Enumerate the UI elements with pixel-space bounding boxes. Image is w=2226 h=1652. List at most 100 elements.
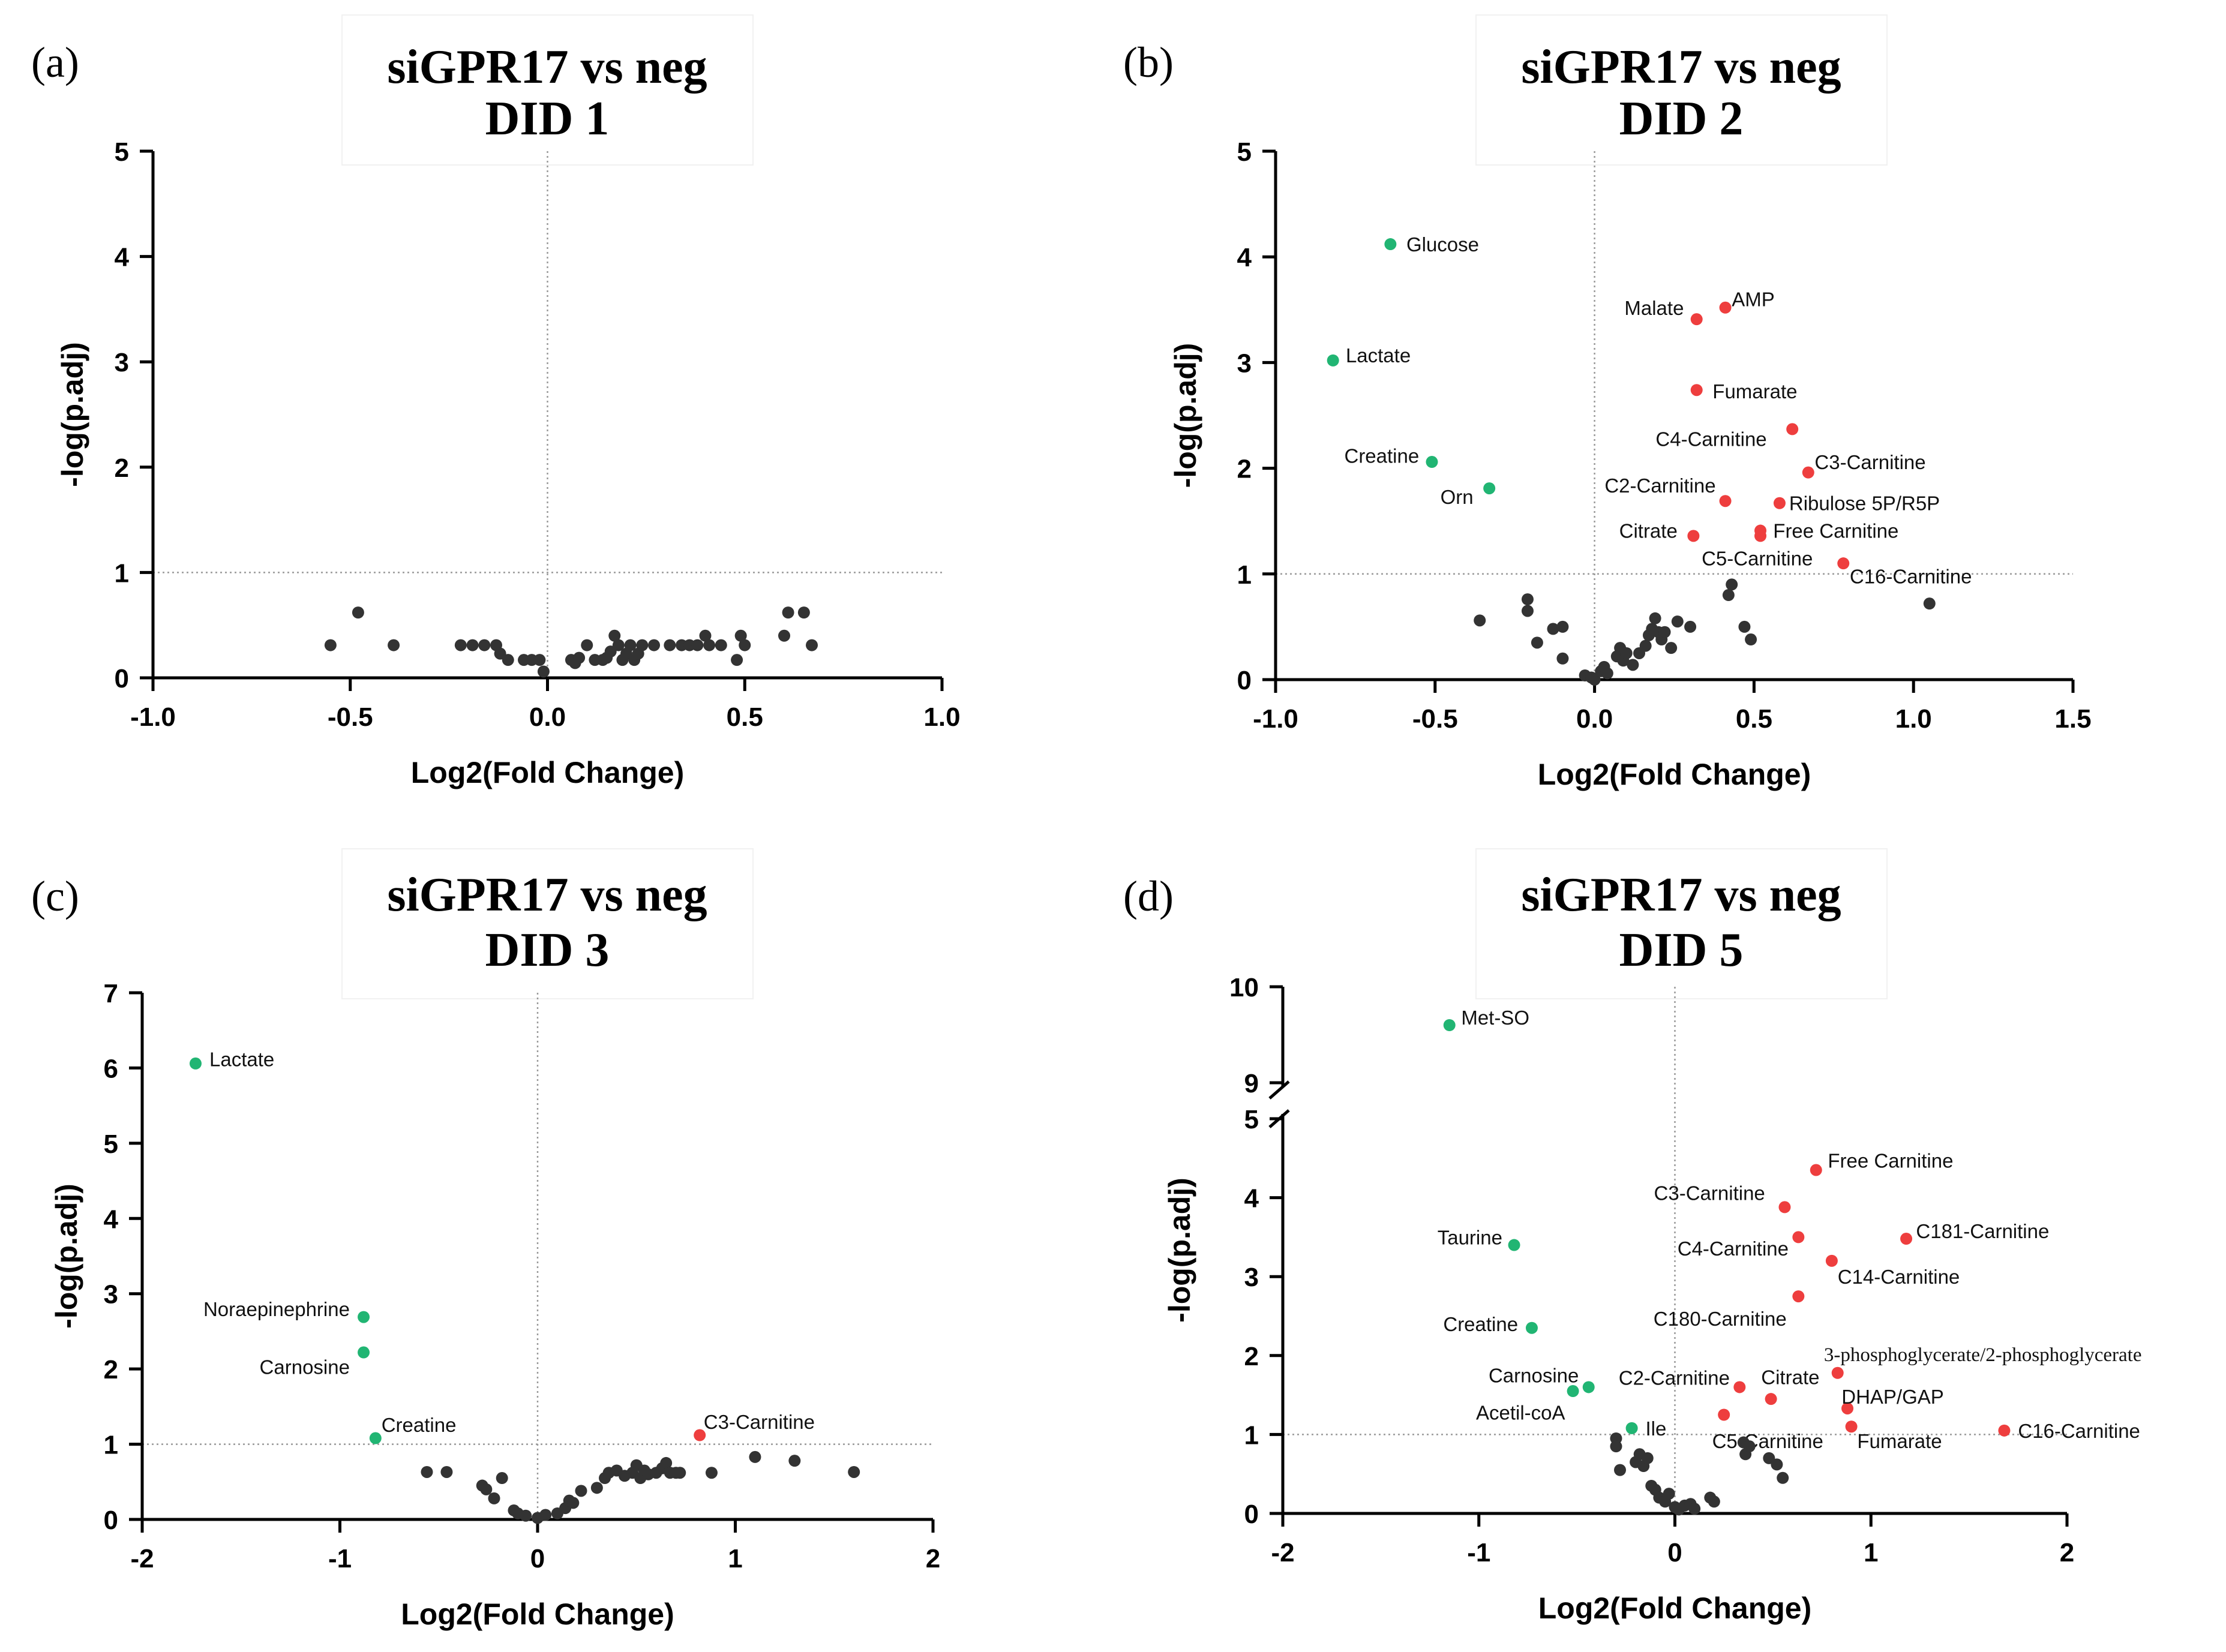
y-tick-label: 7	[104, 979, 118, 1008]
y-tick-label: 4	[1244, 1184, 1259, 1214]
upregulated-point	[1845, 1420, 1858, 1433]
nonsignificant-point	[1639, 639, 1652, 652]
point-label: Malate	[1624, 297, 1684, 319]
x-tick-label: 0.5	[727, 702, 763, 732]
downregulated-point	[1625, 1422, 1638, 1434]
y-tick-label: 3	[1237, 349, 1252, 378]
nonsignificant-point	[1688, 1503, 1701, 1515]
point-label: Lactate	[209, 1048, 274, 1070]
nonsignificant-point	[660, 1456, 673, 1469]
downregulated-point	[189, 1057, 202, 1070]
upregulated-point	[1792, 1231, 1805, 1243]
y-tick-label: 10	[1229, 973, 1259, 1002]
x-axis-label: Log2(Fold Change)	[411, 756, 685, 789]
point-label: Creatine	[1443, 1313, 1518, 1335]
upregulated-point	[1719, 495, 1732, 507]
nonsignificant-point	[1531, 636, 1543, 649]
y-tick-label: 2	[104, 1355, 118, 1384]
nonsignificant-point	[440, 1465, 453, 1478]
nonsignificant-point	[539, 1509, 552, 1521]
chart-title-line: DID 5	[1619, 924, 1744, 977]
point-label: C180-Carnitine	[1654, 1308, 1787, 1330]
nonsignificant-point	[797, 606, 810, 619]
nonsignificant-point	[1923, 597, 1936, 610]
nonsignificant-point	[478, 639, 491, 651]
point-label: AMP	[1732, 289, 1775, 311]
nonsignificant-point	[1658, 626, 1671, 638]
y-tick-label: 2	[1237, 455, 1252, 484]
nonsignificant-point	[1521, 593, 1534, 606]
point-label: Creatine	[1344, 444, 1419, 467]
chart-title-line: siGPR17 vs neg	[387, 41, 707, 94]
upregulated-point	[1810, 1164, 1822, 1176]
x-tick-label: 1.0	[1895, 704, 1932, 734]
nonsignificant-point	[1726, 578, 1738, 591]
panel-letter: (a)	[31, 38, 79, 86]
nonsignificant-point	[388, 639, 400, 651]
chart-title-line: DID 3	[485, 924, 610, 977]
downregulated-point	[1567, 1385, 1579, 1398]
y-tick-label: 4	[1237, 243, 1252, 272]
nonsignificant-point	[612, 639, 625, 651]
x-tick-label: 2	[2060, 1538, 2074, 1567]
nonsignificant-point	[533, 654, 546, 666]
nonsignificant-point	[502, 654, 514, 666]
point-label: Met-SO	[1461, 1007, 1529, 1029]
chart-title-line: siGPR17 vs neg	[1521, 41, 1841, 94]
point-label: Fumarate	[1712, 380, 1797, 403]
point-label: Carnosine	[260, 1356, 350, 1378]
x-tick-label: -0.5	[328, 702, 373, 732]
x-tick-label: 0	[530, 1544, 545, 1573]
y-axis-label: -log(p.adj)	[1163, 1178, 1196, 1323]
upregulated-point	[1690, 313, 1703, 326]
nonsignificant-point	[674, 1467, 686, 1479]
nonsignificant-point	[1771, 1458, 1783, 1471]
point-label: C3-Carnitine	[1654, 1182, 1765, 1205]
nonsignificant-point	[648, 639, 661, 651]
point-label: Taurine	[1438, 1226, 1502, 1248]
nonsignificant-point	[1641, 1452, 1654, 1464]
nonsignificant-point	[1745, 633, 1757, 646]
y-axis-label: -log(p.adj)	[56, 342, 89, 487]
downregulated-point	[1582, 1381, 1595, 1393]
x-tick-label: 0.0	[1576, 704, 1613, 734]
nonsignificant-point	[788, 1455, 801, 1467]
upregulated-point	[1687, 530, 1700, 542]
x-tick-label: 0	[1667, 1538, 1682, 1567]
point-label: Ribulose 5P/R5P	[1789, 492, 1940, 515]
point-label: Lactate	[1346, 344, 1411, 367]
title-box	[1475, 848, 1888, 999]
point-label: Citrate	[1619, 520, 1678, 542]
nonsignificant-point	[567, 1497, 580, 1509]
upregulated-point	[1900, 1233, 1913, 1245]
downregulated-point	[1384, 238, 1397, 251]
point-label: C16-Carnitine	[2018, 1420, 2140, 1442]
x-tick-label: -2	[1271, 1538, 1294, 1567]
nonsignificant-point	[1547, 623, 1559, 635]
nonsignificant-point	[749, 1450, 761, 1463]
point-label: C3-Carnitine	[1814, 451, 1925, 473]
nonsignificant-point	[324, 639, 337, 651]
nonsignificant-point	[573, 651, 586, 664]
point-label: C2-Carnitine	[1619, 1367, 1730, 1389]
y-tick-label: 1	[1244, 1420, 1259, 1450]
y-tick-label: 5	[1237, 137, 1252, 167]
nonsignificant-point	[705, 1467, 718, 1479]
x-tick-label: 1	[1864, 1538, 1878, 1567]
nonsignificant-point	[806, 639, 818, 651]
nonsignificant-point	[1474, 614, 1486, 627]
upregulated-point	[1841, 1402, 1854, 1414]
nonsignificant-point	[1588, 674, 1601, 686]
point-label: Free Carnitine	[1828, 1150, 1953, 1172]
upregulated-point	[1786, 423, 1799, 435]
upregulated-point	[1831, 1366, 1844, 1379]
chart-title-line: siGPR17 vs neg	[1521, 869, 1841, 921]
upregulated-point	[1754, 530, 1767, 542]
nonsignificant-point	[715, 639, 727, 651]
y-tick-label: 6	[104, 1054, 118, 1083]
point-label: C3-Carnitine	[704, 1411, 815, 1433]
